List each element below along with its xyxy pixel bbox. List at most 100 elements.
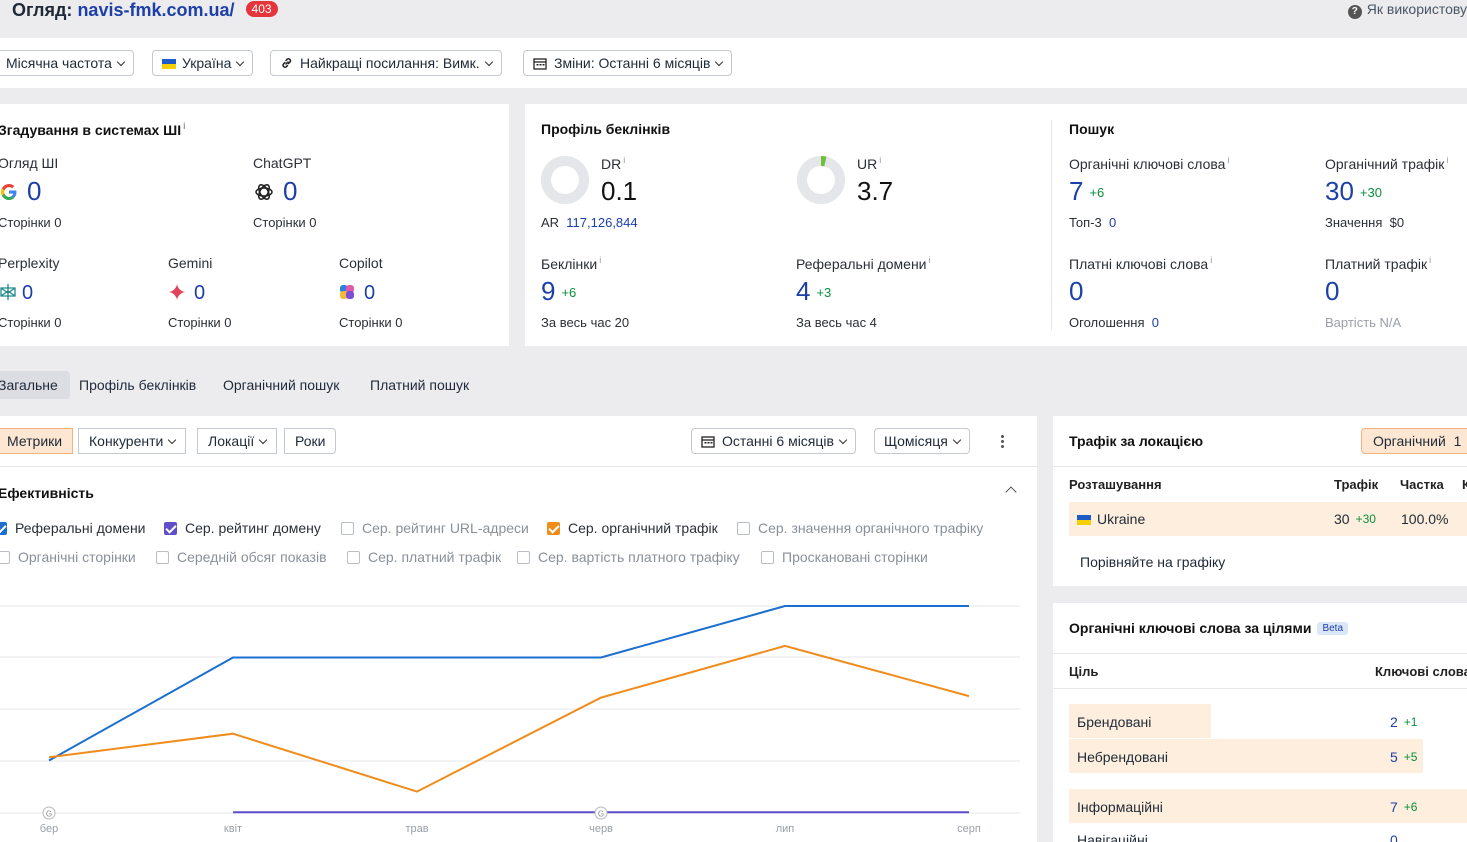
top-bar (0, 0, 1467, 38)
col-keywords: Ключові слова (1375, 664, 1467, 679)
intent-bar-informational (1069, 789, 1467, 823)
check-crawled-pages[interactable]: Проскановані сторінки (761, 549, 928, 565)
google-ai-pages: Сторінки 0 (0, 215, 62, 230)
seg-metrics[interactable]: Метрики (0, 428, 74, 454)
gemini-value[interactable]: 0 (194, 282, 206, 304)
location-row[interactable] (1069, 502, 1467, 536)
check-paid-traffic-cost[interactable]: Сер. вартість платного трафіку (517, 549, 740, 565)
frequency-dropdown[interactable]: Місячна частота (0, 50, 134, 76)
performance-line-chart: бер квіт трав черв лип серп G G (0, 605, 1020, 835)
check-organic-traffic-value[interactable]: Сер. значення органічного трафіку (737, 520, 983, 536)
col-traffic[interactable]: Трафік (1334, 477, 1379, 492)
intent-label-navigational: Навігаційні (1077, 832, 1148, 842)
more-options-icon[interactable] (1001, 435, 1005, 450)
location-share: 100.0% (1401, 511, 1449, 527)
backlinks-value[interactable]: 9 +6 (541, 276, 577, 306)
intent-value-branded[interactable]: 2 +1 (1390, 714, 1418, 730)
svg-text:G: G (598, 810, 604, 819)
keywords-by-intent-card: Органічні ключові слова за цілями Beta Ці… (1053, 603, 1467, 842)
help-label: Як використову (1366, 1, 1467, 17)
series-line-ref-domains (48, 605, 969, 762)
x-tick-label: трав (405, 823, 428, 835)
location-country: Ukraine (1077, 511, 1145, 527)
help-link[interactable]: ? Як використову (1347, 1, 1467, 19)
check-organic-traffic[interactable]: Сер. органічний трафік (547, 520, 718, 536)
link-icon (282, 58, 292, 68)
check-url-rating[interactable]: Сер. рейтинг URL-адреси (341, 520, 529, 536)
ar-value[interactable]: 117,126,844 (566, 215, 638, 230)
compare-on-chart-link[interactable]: Порівняйте на графіку (1080, 554, 1226, 570)
dr-value: 0.1 (601, 176, 638, 206)
perplexity-value[interactable]: 0 (22, 282, 34, 304)
seg-locations[interactable]: Локації (197, 428, 278, 454)
org-kw-value[interactable]: 7 +6 (1069, 176, 1105, 206)
performance-panel: Метрики Конкуренти Локації Роки Останні … (0, 416, 1037, 842)
gemini-label: Gemini (168, 255, 213, 271)
series-line-organic-traffic (48, 644, 970, 793)
ads-row: Оголошення 0 (1069, 315, 1159, 330)
check-paid-traffic[interactable]: Сер. платний трафік (347, 549, 501, 565)
chatgpt-value[interactable]: 0 (283, 176, 298, 206)
calendar-icon (701, 436, 715, 448)
intent-label-branded: Брендовані (1077, 714, 1152, 730)
intent-value-informational[interactable]: 7 +6 (1390, 799, 1418, 815)
dr-label: DR i (601, 155, 626, 172)
divider (1053, 466, 1467, 467)
traffic-value-row: Значення $0 (1325, 215, 1405, 230)
chevron-down-icon (168, 435, 177, 445)
search-card-title: Пошук (1069, 121, 1115, 137)
col-location: Розташування (1069, 477, 1162, 492)
intent-value-navigational[interactable]: 0 (1390, 832, 1398, 842)
tab-paid-search[interactable]: Платний пошук (370, 377, 470, 393)
performance-title: Ефективність (0, 485, 94, 501)
traffic-by-location-card: Трафік за локацією Органічний 1 Розташув… (1053, 416, 1467, 586)
google-ai-label: Огляд ШІ (0, 155, 59, 171)
best-links-label: Найкращі посилання: Вимк. (300, 55, 480, 71)
collapse-icon[interactable] (1005, 486, 1017, 498)
seg-competitors[interactable]: Конкуренти (78, 428, 187, 454)
ur-label: UR i (857, 155, 882, 172)
ukraine-flag-icon (1077, 515, 1091, 525)
changes-dropdown[interactable]: Зміни: Останні 6 місяців (523, 50, 733, 76)
check-organic-pages[interactable]: Органічні сторінки (0, 549, 136, 565)
copilot-value[interactable]: 0 (364, 282, 376, 304)
check-impressions[interactable]: Середній обсяг показів (156, 549, 327, 565)
chevron-down-icon (484, 57, 493, 67)
question-icon: ? (1347, 5, 1362, 19)
org-traffic-value[interactable]: 30 +30 (1325, 176, 1382, 206)
divider (1051, 120, 1052, 330)
backlink-search-card: Профіль беклінків DR i 0.1 AR 117,126,844… (525, 104, 1467, 346)
country-dropdown[interactable]: Україна (152, 50, 254, 76)
col-share[interactable]: Частка (1400, 477, 1444, 492)
tab-organic-search[interactable]: Органічний пошук (223, 377, 340, 393)
google-icon (1, 184, 17, 200)
chevron-down-icon (258, 435, 268, 445)
seg-years[interactable]: Роки (284, 428, 337, 454)
backlinks-label: Беклінки i (541, 255, 602, 272)
backlinks-all-time: За весь час 20 (541, 315, 630, 330)
tab-general[interactable]: Загальне (0, 371, 70, 399)
ai-mentions-card: Згадування в системах ШІ i Огляд ШІ 0 Сто… (0, 104, 509, 346)
google-ai-value[interactable]: 0 (27, 176, 42, 206)
intent-card-title: Органічні ключові слова за цілями Beta (1069, 620, 1349, 636)
tab-backlink-profile[interactable]: Профіль беклінків (79, 377, 197, 393)
period-dropdown[interactable]: Останні 6 місяців (691, 428, 856, 454)
check-domain-rating[interactable]: Сер. рейтинг домену (164, 520, 321, 536)
refdomains-value[interactable]: 4 +3 (796, 276, 832, 306)
intent-value-nonbranded[interactable]: 5 +5 (1390, 749, 1418, 765)
chatgpt-icon (255, 184, 273, 200)
divider (1053, 653, 1467, 654)
interval-dropdown[interactable]: Щомісяця (874, 428, 970, 454)
check-ref-domains[interactable]: Реферальні домени (0, 520, 146, 536)
best-links-dropdown[interactable]: Найкращі посилання: Вимк. (270, 50, 502, 76)
domain-link[interactable]: navis-fmk.com.ua/ (77, 0, 235, 20)
organic-toggle[interactable]: Органічний 1 (1361, 428, 1467, 454)
x-tick-label: черв (589, 823, 613, 835)
col-extra: К (1462, 477, 1467, 492)
google-update-marker[interactable]: G (42, 806, 56, 820)
paid-kw-value[interactable]: 0 (1069, 276, 1084, 306)
paid-traffic-value[interactable]: 0 (1325, 276, 1340, 306)
location-traffic: 30 +30 (1334, 511, 1376, 527)
google-update-marker[interactable]: G (594, 806, 608, 820)
x-tick-label: бер (40, 823, 58, 835)
